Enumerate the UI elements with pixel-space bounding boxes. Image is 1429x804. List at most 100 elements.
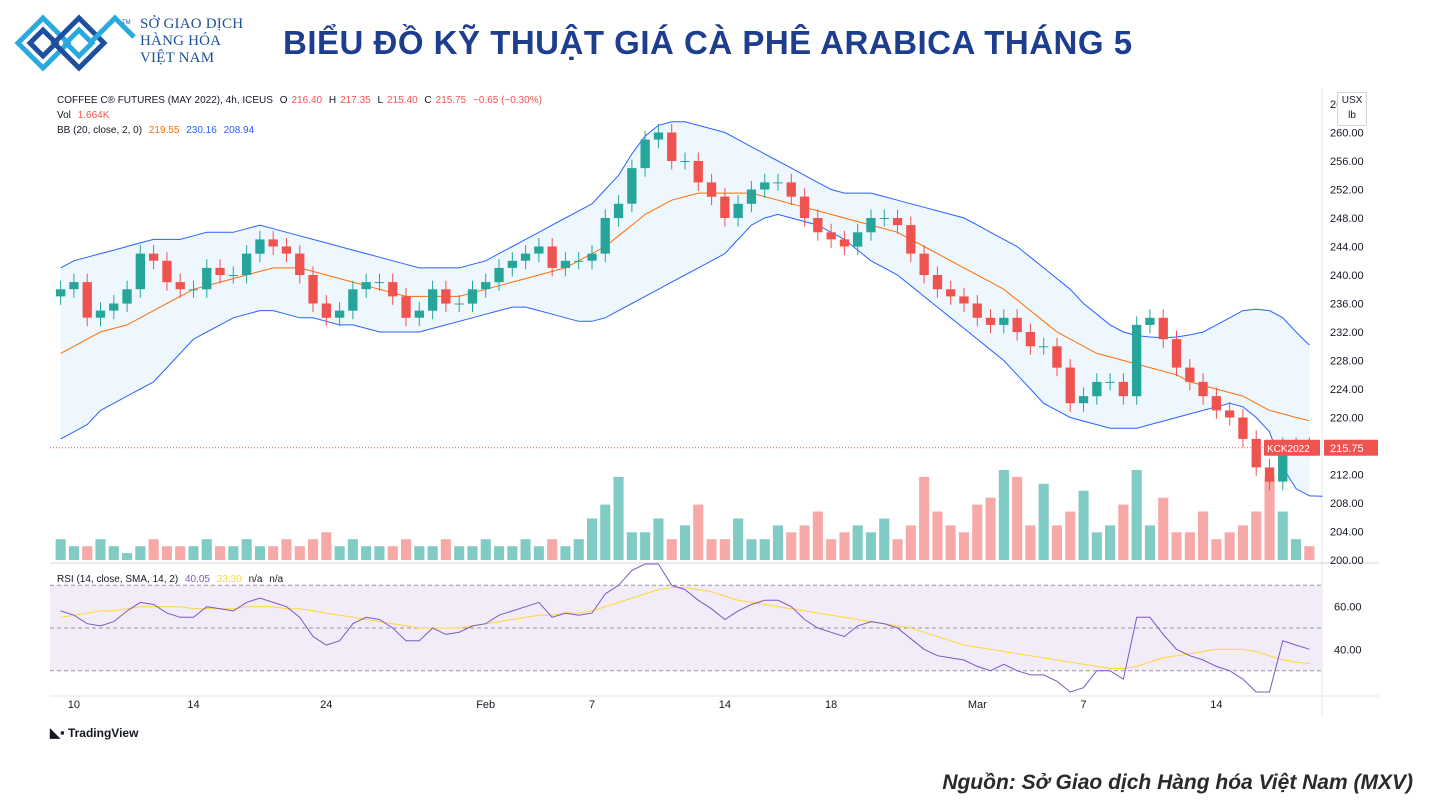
candle-body: [361, 282, 371, 290]
legend-symbol-row: COFFEE C® FUTURES (MAY 2022), 4h, ICEUS …: [57, 95, 546, 106]
candle-body: [985, 317, 996, 325]
volume-bar: [587, 518, 598, 560]
volume-bar: [401, 539, 412, 560]
volume-bar: [666, 539, 677, 560]
legend-rsi-na-1: n/a: [248, 574, 263, 585]
candle-body: [1118, 381, 1128, 397]
price-tick-label: 260.00: [1330, 128, 1364, 140]
candle-body: [135, 253, 145, 290]
unit-selector[interactable]: USX lb: [1337, 92, 1367, 126]
time-tick-label: 14: [187, 699, 199, 711]
legend-volume-row: Vol 1.664K: [57, 110, 113, 121]
candle-body: [906, 225, 916, 254]
bb-band-fill: [60, 121, 1310, 496]
candle-body: [680, 161, 690, 162]
volume-bar: [135, 546, 146, 560]
rsi-tick-label: 60.00: [1334, 602, 1362, 614]
legend-high: H 217.35: [328, 95, 371, 106]
time-tick-label: 7: [1080, 699, 1086, 711]
legend-rsi-label: RSI (14, close, SMA, 14, 2): [57, 574, 179, 585]
tradingview-label: TradingView: [67, 726, 139, 740]
volume-bar: [1131, 470, 1142, 560]
candle-body: [281, 246, 292, 254]
volume-bar: [1118, 504, 1129, 560]
volume-bar: [1078, 490, 1089, 560]
logo-text: SỞ GIAO DỊCH HÀNG HÓA VIỆT NAM: [140, 16, 243, 67]
volume-bar: [560, 546, 571, 560]
volume-bar: [1224, 532, 1235, 560]
candle-body: [188, 289, 199, 291]
candle-body: [401, 296, 411, 318]
volume-bar: [494, 546, 505, 560]
candle-body: [959, 296, 969, 304]
candle-body: [587, 253, 597, 261]
candle-body: [773, 182, 783, 184]
candle-body: [1185, 367, 1195, 382]
volume-bar: [440, 539, 451, 560]
candle-body: [760, 182, 770, 190]
volume-bar: [188, 546, 199, 560]
volume-bar: [374, 546, 385, 560]
candle-body: [1278, 446, 1288, 482]
legend-bb-upper: 230.16: [186, 125, 217, 136]
price-tick-label: 256.00: [1330, 156, 1364, 168]
candle-body: [839, 239, 850, 247]
legend-symbol: COFFEE C® FUTURES (MAY 2022), 4h, ICEUS: [57, 95, 273, 106]
time-tick-label: 7: [589, 699, 595, 711]
volume-bar: [361, 546, 372, 560]
price-tick-label: 220.00: [1330, 413, 1364, 425]
candle-body: [175, 282, 185, 290]
candle-body: [1225, 410, 1235, 418]
volume-bar: [733, 518, 744, 560]
price-tag-bg: [1324, 439, 1378, 456]
candle-body: [82, 282, 92, 318]
price-tick-label: 232.00: [1330, 327, 1364, 339]
volume-bar: [1051, 525, 1062, 560]
volume-bar: [108, 546, 119, 560]
legend-rsi-value: 40.05: [184, 574, 210, 585]
volume-bar: [1291, 539, 1302, 560]
candle-body: [720, 196, 730, 218]
candle-body: [56, 289, 66, 297]
legend-bb-label: BB (20, close, 2, 0): [57, 125, 143, 136]
candle-body: [1105, 381, 1115, 383]
tradingview-brand[interactable]: ◣▪ TradingView: [50, 725, 138, 741]
legend-rsi-na-2: n/a: [269, 574, 284, 585]
volume-bar: [680, 525, 691, 560]
volume-bar: [122, 553, 133, 560]
volume-bar: [799, 525, 810, 560]
volume-bar: [1184, 532, 1195, 560]
candle-body: [919, 253, 929, 275]
volume-bar: [746, 539, 757, 560]
volume-bar: [454, 546, 465, 560]
volume-bar: [241, 539, 252, 560]
logo-line-3: VIỆT NAM: [140, 50, 215, 66]
price-tick-label: 212.00: [1330, 470, 1364, 482]
candle-body: [853, 232, 863, 247]
candle-body: [321, 303, 331, 318]
candle-body: [879, 218, 889, 219]
volume-bar: [347, 539, 358, 560]
mxv-logo: TM: [14, 14, 136, 72]
symbol-tag-label: KCK2022: [1267, 444, 1310, 455]
volume-bar: [626, 532, 637, 560]
price-tick-label: 252.00: [1330, 185, 1364, 197]
volume-bar: [972, 504, 983, 560]
candle-body: [255, 239, 265, 254]
candle-body: [122, 289, 132, 304]
volume-bar: [945, 525, 956, 560]
candle-body: [374, 282, 385, 284]
candle-body: [534, 246, 544, 254]
candle-body: [162, 260, 172, 283]
candle-body: [813, 218, 823, 233]
volume-bar: [1277, 511, 1288, 560]
volume-bar: [865, 532, 876, 560]
candle-body: [999, 317, 1009, 325]
price-chart[interactable]: 200.00204.00208.00212.00216.00220.00224.…: [50, 88, 1379, 716]
volume-bar: [321, 532, 332, 560]
price-tick-label: 204.00: [1330, 527, 1364, 539]
candle-body: [388, 282, 398, 297]
volume-bar: [786, 532, 797, 560]
volume-bar: [507, 546, 518, 560]
volume-bar: [387, 546, 398, 560]
